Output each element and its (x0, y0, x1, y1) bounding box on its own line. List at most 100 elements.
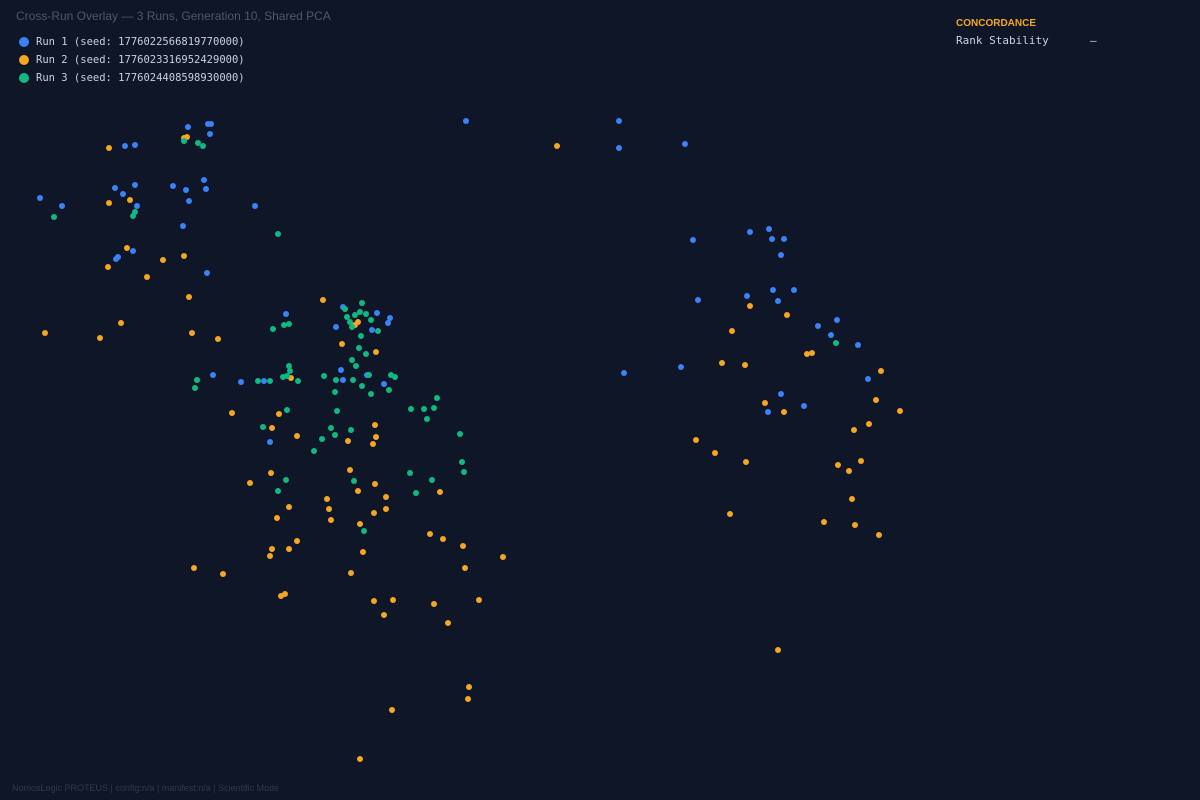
point (201, 177, 207, 183)
point (286, 363, 292, 369)
point (333, 324, 339, 330)
point (267, 439, 273, 445)
point (284, 407, 290, 413)
point (268, 470, 274, 476)
point (132, 142, 138, 148)
point (770, 287, 776, 293)
point (386, 387, 392, 393)
point (353, 363, 359, 369)
point (897, 408, 903, 414)
point (181, 138, 187, 144)
point (368, 317, 374, 323)
point (286, 504, 292, 510)
point (130, 248, 136, 254)
point (160, 257, 166, 263)
point (366, 372, 372, 378)
point (387, 315, 393, 321)
point (383, 506, 389, 512)
legend-label: Run 2 (seed: 1776023316952429000) (36, 54, 245, 66)
point (408, 406, 414, 412)
point (357, 521, 363, 527)
point (621, 370, 627, 376)
point (275, 488, 281, 494)
point (427, 531, 433, 537)
point (372, 481, 378, 487)
point (270, 326, 276, 332)
point (712, 450, 718, 456)
point (351, 478, 357, 484)
point (267, 553, 273, 559)
point (372, 422, 378, 428)
point (238, 379, 244, 385)
point (340, 377, 346, 383)
point (328, 517, 334, 523)
footer: NomosLogic PROTEUS | config:n/a | manife… (12, 783, 280, 793)
point (357, 756, 363, 762)
point (229, 410, 235, 416)
point (375, 328, 381, 334)
point (97, 335, 103, 341)
point (247, 480, 253, 486)
point (784, 312, 790, 318)
point (371, 510, 377, 516)
point (122, 143, 128, 149)
point (274, 515, 280, 521)
point (461, 469, 467, 475)
point (334, 408, 340, 414)
point (476, 597, 482, 603)
legend-swatch (19, 55, 29, 65)
point (207, 131, 213, 137)
point (554, 143, 560, 149)
point (269, 546, 275, 552)
point (421, 406, 427, 412)
point (185, 124, 191, 130)
point (42, 330, 48, 336)
point (778, 391, 784, 397)
point (852, 522, 858, 528)
point (320, 297, 326, 303)
legend-item: Run 1 (seed: 1776022566819770000) (19, 33, 245, 51)
panel-title: CONCORDANCE (956, 18, 1036, 29)
point (392, 374, 398, 380)
point (59, 203, 65, 209)
row-label: Rank Stability (956, 34, 1049, 47)
point (355, 488, 361, 494)
point (252, 203, 258, 209)
point (834, 317, 840, 323)
point (385, 320, 391, 326)
point (437, 489, 443, 495)
point (359, 383, 365, 389)
point (682, 141, 688, 147)
point (132, 182, 138, 188)
point (381, 612, 387, 618)
point (389, 707, 395, 713)
point (319, 436, 325, 442)
point (424, 416, 430, 422)
point (144, 274, 150, 280)
point (134, 203, 140, 209)
point (267, 378, 273, 384)
point (287, 368, 293, 374)
point (407, 470, 413, 476)
point (459, 459, 465, 465)
point (876, 532, 882, 538)
point (775, 647, 781, 653)
point (373, 434, 379, 440)
point (338, 367, 344, 373)
point (189, 330, 195, 336)
point (269, 425, 275, 431)
point (849, 496, 855, 502)
point (835, 462, 841, 468)
point (744, 293, 750, 299)
point (181, 253, 187, 259)
point (210, 372, 216, 378)
point (112, 185, 118, 191)
point (342, 306, 348, 312)
point (130, 213, 136, 219)
point (762, 400, 768, 406)
point (727, 511, 733, 517)
point (280, 374, 286, 380)
legend-label: Run 1 (seed: 1776022566819770000) (36, 36, 245, 48)
point (120, 191, 126, 197)
